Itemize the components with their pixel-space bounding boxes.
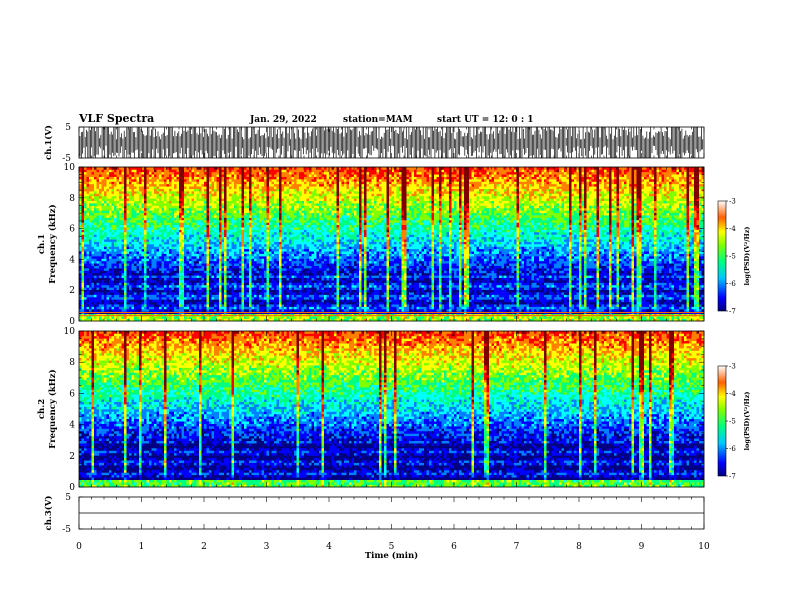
ch1-spectrogram-cells [79, 167, 705, 322]
ch1-waveform-panel: 5 -5 ch.1(V) [43, 123, 705, 164]
colorbar-label: log(PSD)(V²/Hz) [743, 227, 751, 286]
colorbar-tick-label: -3 [729, 363, 736, 371]
station-label: station=MAM [343, 115, 413, 125]
colorbar-tick-label: -7 [729, 308, 736, 316]
x-tick-label: 2 [201, 542, 207, 552]
colorbar-tick-label: -6 [729, 445, 736, 453]
x-tick-label: 0 [76, 542, 82, 552]
y-axis-label: Frequency (kHz) [47, 369, 58, 448]
y-tick-label: 6 [69, 389, 75, 399]
y-tick-label: 0 [69, 317, 75, 327]
start-time-label: start UT = 12: 0 : 1 [437, 115, 534, 125]
y-tick-label: 5 [65, 123, 71, 133]
colorbar-tick-label: -4 [729, 390, 736, 398]
x-tick-label: 3 [264, 542, 270, 552]
ch2-colorbar: -3 -4 -5 -6 -7 log(PSD)(V²/Hz) [717, 363, 751, 481]
x-tick-label: 5 [389, 542, 395, 552]
colorbar-scale [717, 365, 727, 477]
x-tick-label: 8 [576, 542, 582, 552]
y-tick-label: -5 [62, 525, 71, 535]
y-axis-label: Frequency (kHz) [47, 204, 58, 283]
y-axis-label: ch.1(V) [43, 125, 54, 160]
figure-title: VLF Spectra [78, 112, 154, 125]
y-tick-label: 8 [69, 194, 75, 204]
y-tick-label: 8 [69, 358, 75, 368]
y-tick-label: 4 [69, 255, 75, 265]
y-tick-label: 2 [69, 286, 75, 296]
y-axis-label: ch.3(V) [43, 496, 54, 531]
time-axis: 0 1 2 3 4 5 6 7 8 9 10 Time (min) [76, 542, 710, 561]
ch2-spectrogram-panel: 0 2 4 6 8 10 ch.2 Frequency (kHz) [37, 327, 705, 493]
channel-label: ch.2 [37, 399, 47, 419]
colorbar-tick-label: -3 [729, 198, 736, 206]
y-tick-label: 2 [69, 452, 75, 462]
ch1-colorbar: -3 -4 -5 -6 -7 log(PSD)(V²/Hz) [717, 198, 751, 316]
y-tick-label: 10 [64, 163, 76, 173]
ch1-spectrogram-panel: 0 2 4 6 8 10 ch.1 Frequency (kHz) [37, 163, 705, 327]
x-tick-label: 6 [451, 542, 457, 552]
y-tick-label: 6 [69, 225, 75, 235]
y-tick-label: 5 [65, 493, 71, 503]
date-label: Jan. 29, 2022 [249, 115, 317, 125]
x-tick-label: 1 [139, 542, 145, 552]
colorbar-tick-label: -4 [729, 225, 736, 233]
colorbar-tick-label: -5 [729, 418, 736, 426]
colorbar-label: log(PSD)(V²/Hz) [743, 392, 751, 451]
x-tick-label: 9 [639, 542, 645, 552]
x-tick-label: 4 [326, 542, 332, 552]
y-tick-label: 0 [69, 483, 75, 493]
colorbar-tick-label: -7 [729, 473, 736, 481]
y-tick-label: 10 [64, 327, 76, 337]
y-tick-label: -5 [62, 154, 71, 164]
ch3-waveform-panel: 5 -5 ch.3(V) [43, 493, 705, 535]
channel-label: ch.1 [37, 234, 47, 254]
colorbar-tick-label: -6 [729, 280, 736, 288]
x-tick-label: 7 [514, 542, 520, 552]
ch2-spectrogram-cells [79, 331, 705, 488]
ch1-waveform-trace [79, 127, 704, 158]
x-tick-label: 10 [698, 542, 710, 552]
x-axis-label: Time (min) [365, 550, 418, 561]
y-tick-label: 4 [69, 421, 75, 431]
colorbar-tick-label: -5 [729, 253, 736, 261]
colorbar-scale [717, 200, 727, 312]
